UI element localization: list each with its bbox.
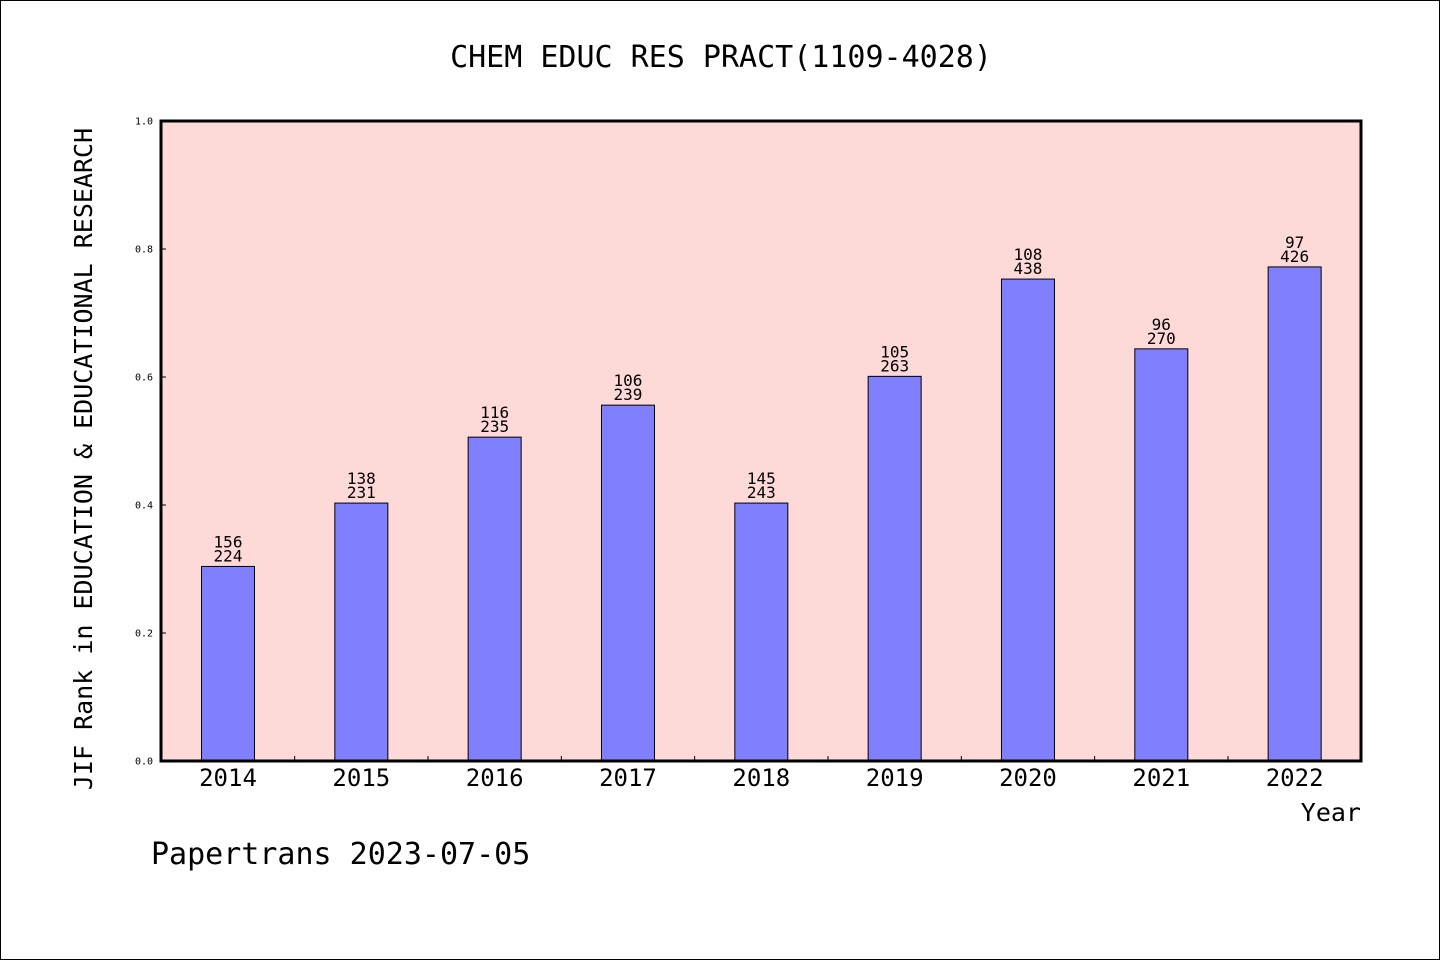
bar [867,375,922,762]
bar-rank-label: 116 [480,403,509,422]
x-tick-label: 2020 [999,764,1057,792]
bar [1000,278,1055,762]
bar [467,436,522,762]
y-tick-label: 0.6 [135,373,153,384]
bar-rank-label: 105 [880,342,909,361]
x-tick-label: 2016 [466,764,524,792]
x-tick-label: 2014 [199,764,257,792]
bar-rank-label: 106 [614,371,643,390]
chart-title: CHEM EDUC RES PRACT(1109-4028) [450,40,992,75]
x-tick-label: 2017 [599,764,657,792]
bar-total-label: 270 [1147,329,1176,348]
bar [1267,266,1322,762]
bar [734,502,789,762]
bar [600,404,655,762]
footer-credit: Papertrans 2023-07-05 [151,837,530,872]
bar-rank-label: 96 [1152,315,1171,334]
bar-total-label: 239 [614,385,643,404]
bar-total-label: 243 [747,483,776,502]
x-tick-label: 2022 [1266,764,1324,792]
y-tick-label: 0.8 [135,245,153,256]
bar-total-label: 235 [480,417,509,436]
bar-total-label: 426 [1280,247,1309,266]
bar-rank-label: 108 [1014,245,1043,264]
y-tick-label: 0.0 [135,757,153,768]
bar [1134,348,1189,762]
plot-border [159,119,1363,763]
bar-rank-label: 138 [347,469,376,488]
bar-rank-label: 156 [214,532,243,551]
x-tick-label: 2019 [866,764,924,792]
bar-rank-label: 145 [747,469,776,488]
bar-total-label: 231 [347,483,376,502]
bar-rank-label: 97 [1285,233,1304,252]
y-tick-label: 1.0 [135,117,153,128]
bar-total-label: 224 [214,546,243,565]
bar-total-label: 263 [880,356,909,375]
x-tick-label: 2018 [732,764,790,792]
x-tick-label: 2015 [332,764,390,792]
x-tick-label: 2021 [1132,764,1190,792]
bars-layer: 1562241382311162351062391452431052631084… [201,233,1322,762]
x-axis-label: Year [1301,798,1361,827]
y-tick-label: 0.2 [135,629,153,640]
bar-total-label: 438 [1014,259,1043,278]
y-axis-label: JIF Rank in EDUCATION & EDUCATIONAL RESE… [69,128,98,790]
ticks-layer: 0.0 0.2 0.4 0.6 0.8 1.0 2014 2015 2016 2017 2018 20… [135,117,1324,793]
bar [201,565,255,762]
bar [334,502,389,762]
y-tick-label: 0.4 [135,501,153,512]
